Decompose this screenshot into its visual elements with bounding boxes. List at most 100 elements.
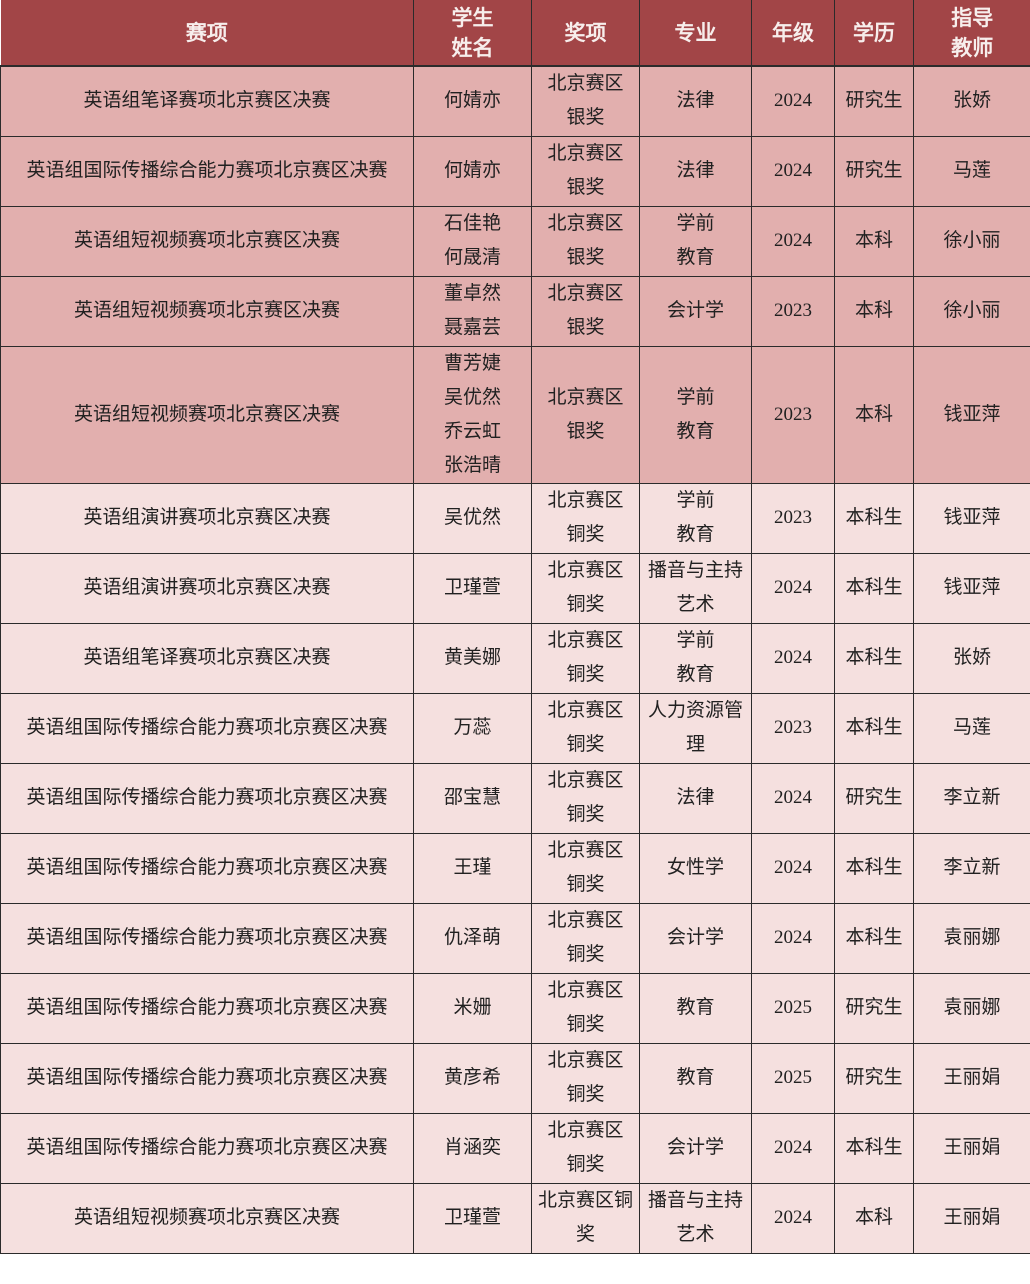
table-row: 英语组短视频赛项北京赛区决赛 卫瑾萱 北京赛区铜 奖播音与主持 艺术 2024 本科 王丽… <box>0 1182 1030 1254</box>
cell-grade: 2025 <box>751 1042 835 1114</box>
cell-award: 北京赛区 铜奖 <box>531 1042 640 1114</box>
cell-degree: 研究生 <box>834 762 914 834</box>
cell-event: 英语组国际传播综合能力赛项北京赛区决赛 <box>0 832 414 904</box>
cell-grade: 2023 <box>751 482 835 554</box>
cell-award: 北京赛区 铜奖 <box>531 902 640 974</box>
cell-degree: 本科生 <box>834 902 914 974</box>
cell-degree: 研究生 <box>834 972 914 1044</box>
cell-teacher: 李立新 <box>913 762 1030 834</box>
cell-students: 黄彦希 <box>413 1042 532 1114</box>
cell-event: 英语组短视频赛项北京赛区决赛 <box>0 205 414 277</box>
cell-students: 卫瑾萱 <box>413 1182 532 1254</box>
cell-degree: 本科生 <box>834 692 914 764</box>
table-row: 英语组短视频赛项北京赛区决赛 曹芳婕 吴优然 乔云虹 张浩晴 北京赛区 银奖 学前 教… <box>0 345 1030 484</box>
cell-degree: 本科生 <box>834 622 914 694</box>
cell-grade: 2024 <box>751 552 835 624</box>
header-cell-event: 赛项 <box>0 0 414 67</box>
cell-event: 英语组国际传播综合能力赛项北京赛区决赛 <box>0 762 414 834</box>
cell-major: 法律 <box>639 762 752 834</box>
cell-degree: 研究生 <box>834 65 914 137</box>
table-row: 英语组短视频赛项北京赛区决赛 石佳艳 何晟清 北京赛区 银奖 学前 教育 2024 本科徐… <box>0 205 1030 277</box>
header-cell-teacher: 指导 教师 <box>913 0 1030 67</box>
cell-students: 何婧亦 <box>413 65 532 137</box>
cell-major: 学前 教育 <box>639 622 752 694</box>
cell-grade: 2025 <box>751 972 835 1044</box>
table-row: 英语组国际传播综合能力赛项北京赛区决赛 黄彦希 北京赛区 铜奖 教育 2025 研究生 王丽… <box>0 1042 1030 1114</box>
cell-award: 北京赛区 铜奖 <box>531 832 640 904</box>
cell-students: 王瑾 <box>413 832 532 904</box>
header-cell-award: 奖项 <box>531 0 640 67</box>
cell-grade: 2024 <box>751 762 835 834</box>
cell-students: 米姗 <box>413 972 532 1044</box>
cell-teacher: 徐小丽 <box>913 205 1030 277</box>
cell-teacher: 李立新 <box>913 832 1030 904</box>
cell-grade: 2024 <box>751 832 835 904</box>
cell-degree: 本科生 <box>834 552 914 624</box>
table-row: 英语组国际传播综合能力赛项北京赛区决赛 何婧亦 北京赛区 银奖 法律 2024 研究生 马莲 <box>0 135 1030 207</box>
cell-teacher: 马莲 <box>913 692 1030 764</box>
cell-major: 法律 <box>639 65 752 137</box>
cell-award: 北京赛区 铜奖 <box>531 1112 640 1184</box>
table-body: 英语组笔译赛项北京赛区决赛 何婧亦 北京赛区 银奖 法律 2024 研究生 张娇 英语组国际传… <box>0 65 1030 1254</box>
cell-major: 学前 教育 <box>639 482 752 554</box>
cell-major: 学前 教育 <box>639 345 752 484</box>
cell-award: 北京赛区 银奖 <box>531 65 640 137</box>
table-row: 英语组国际传播综合能力赛项北京赛区决赛 仇泽萌 北京赛区 铜奖 会计学 2024 本科生袁… <box>0 902 1030 974</box>
cell-event: 英语组短视频赛项北京赛区决赛 <box>0 345 414 484</box>
table-row: 英语组笔译赛项北京赛区决赛 何婧亦 北京赛区 银奖 法律 2024 研究生 张娇 <box>0 65 1030 137</box>
cell-award: 北京赛区 银奖 <box>531 205 640 277</box>
cell-grade: 2024 <box>751 902 835 974</box>
cell-major: 播音与主持 艺术 <box>639 552 752 624</box>
cell-grade: 2024 <box>751 205 835 277</box>
cell-event: 英语组笔译赛项北京赛区决赛 <box>0 65 414 137</box>
cell-event: 英语组国际传播综合能力赛项北京赛区决赛 <box>0 902 414 974</box>
cell-degree: 本科 <box>834 1182 914 1254</box>
cell-students: 吴优然 <box>413 482 532 554</box>
cell-teacher: 马莲 <box>913 135 1030 207</box>
cell-award: 北京赛区 铜奖 <box>531 622 640 694</box>
header-cell-major: 专业 <box>639 0 752 67</box>
table-row: 英语组演讲赛项北京赛区决赛 卫瑾萱 北京赛区 铜奖 播音与主持 艺术 2024 本科生 钱亚… <box>0 552 1030 624</box>
cell-major: 会计学 <box>639 275 752 347</box>
cell-award: 北京赛区 铜奖 <box>531 482 640 554</box>
cell-major: 会计学 <box>639 902 752 974</box>
cell-grade: 2023 <box>751 692 835 764</box>
table-row: 英语组短视频赛项北京赛区决赛 董卓然 聂嘉芸 北京赛区 银奖 会计学 2023 本科 徐小丽 <box>0 275 1030 347</box>
header-cell-grade: 年级 <box>751 0 835 67</box>
cell-degree: 研究生 <box>834 1042 914 1114</box>
cell-award: 北京赛区 铜奖 <box>531 762 640 834</box>
cell-major: 教育 <box>639 972 752 1044</box>
cell-major: 播音与主持 艺术 <box>639 1182 752 1254</box>
table-row: 英语组国际传播综合能力赛项北京赛区决赛 王瑾 北京赛区 铜奖 女性学 2024 本科生 李立… <box>0 832 1030 904</box>
cell-students: 石佳艳 何晟清 <box>413 205 532 277</box>
cell-award: 北京赛区 铜奖 <box>531 692 640 764</box>
cell-teacher: 王丽娟 <box>913 1042 1030 1114</box>
cell-teacher: 王丽娟 <box>913 1182 1030 1254</box>
header-cell-degree: 学历 <box>834 0 914 67</box>
header-cell-students: 学生 姓名 <box>413 0 532 67</box>
cell-major: 法律 <box>639 135 752 207</box>
cell-award: 北京赛区 铜奖 <box>531 552 640 624</box>
cell-grade: 2023 <box>751 275 835 347</box>
table-header: 赛项 学生 姓名 奖项 专业 年级 学历 指导 教师 <box>0 0 1030 67</box>
cell-major: 教育 <box>639 1042 752 1114</box>
cell-grade: 2023 <box>751 345 835 484</box>
cell-event: 英语组短视频赛项北京赛区决赛 <box>0 1182 414 1254</box>
cell-students: 董卓然 聂嘉芸 <box>413 275 532 347</box>
cell-award: 北京赛区 铜奖 <box>531 972 640 1044</box>
cell-teacher: 袁丽娜 <box>913 972 1030 1044</box>
cell-students: 曹芳婕 吴优然 乔云虹 张浩晴 <box>413 345 532 484</box>
cell-event: 英语组国际传播综合能力赛项北京赛区决赛 <box>0 972 414 1044</box>
cell-award: 北京赛区 银奖 <box>531 275 640 347</box>
header-row: 赛项 学生 姓名 奖项 专业 年级 学历 指导 教师 <box>0 0 1030 67</box>
cell-event: 英语组演讲赛项北京赛区决赛 <box>0 482 414 554</box>
cell-event: 英语组国际传播综合能力赛项北京赛区决赛 <box>0 1112 414 1184</box>
cell-teacher: 王丽娟 <box>913 1112 1030 1184</box>
cell-event: 英语组国际传播综合能力赛项北京赛区决赛 <box>0 692 414 764</box>
cell-grade: 2024 <box>751 1182 835 1254</box>
cell-teacher: 张娇 <box>913 65 1030 137</box>
cell-students: 何婧亦 <box>413 135 532 207</box>
results-table: 赛项 学生 姓名 奖项 专业 年级 学历 指导 教师 英语组笔译赛项北京赛区决赛 何婧亦 北京赛… <box>0 0 1030 1254</box>
cell-students: 万蕊 <box>413 692 532 764</box>
cell-degree: 本科 <box>834 345 914 484</box>
